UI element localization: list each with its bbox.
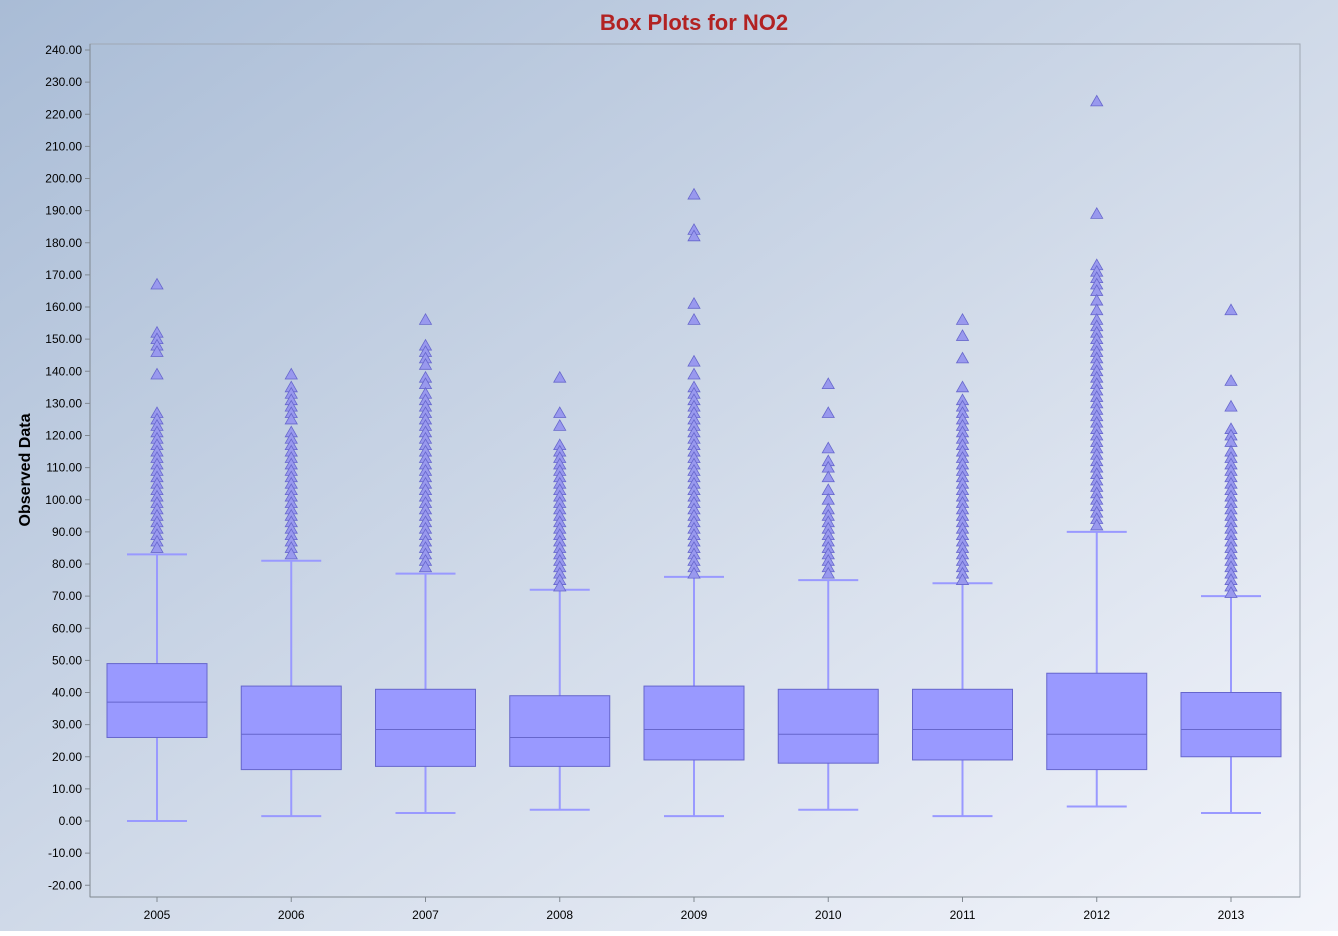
y-tick-label: 220.00 — [45, 107, 82, 121]
y-tick-label: 0.00 — [59, 814, 83, 828]
y-tick-label: 90.00 — [52, 525, 82, 539]
box-iqr — [644, 686, 744, 760]
y-tick-label: 230.00 — [45, 75, 82, 89]
y-tick-label: 180.00 — [45, 236, 82, 250]
y-tick-label: 130.00 — [45, 396, 82, 410]
x-tick-label: 2007 — [412, 908, 439, 922]
y-tick-label: 10.00 — [52, 782, 82, 796]
y-tick-label: 120.00 — [45, 429, 82, 443]
box-iqr — [241, 686, 341, 770]
x-tick-label: 2012 — [1083, 908, 1110, 922]
y-tick-label: 70.00 — [52, 589, 82, 603]
x-tick-label: 2008 — [546, 908, 573, 922]
chart-title: Box Plots for NO2 — [600, 10, 788, 35]
y-tick-label: 160.00 — [45, 300, 82, 314]
box-iqr — [1047, 673, 1147, 769]
box-iqr — [510, 696, 610, 767]
y-tick-label: 100.00 — [45, 493, 82, 507]
box-iqr — [376, 689, 476, 766]
y-tick-label: 150.00 — [45, 332, 82, 346]
x-tick-label: 2009 — [681, 908, 708, 922]
x-tick-label: 2010 — [815, 908, 842, 922]
box-iqr — [778, 689, 878, 763]
y-tick-label: 80.00 — [52, 557, 82, 571]
x-tick-label: 2011 — [950, 908, 976, 922]
x-tick-label: 2013 — [1218, 908, 1245, 922]
x-tick-label: 2005 — [144, 908, 171, 922]
y-tick-label: 210.00 — [45, 139, 82, 153]
y-tick-label: 140.00 — [45, 364, 82, 378]
x-tick-label: 2006 — [278, 908, 305, 922]
box-iqr — [913, 689, 1013, 760]
y-tick-label: -10.00 — [48, 846, 82, 860]
y-tick-label: 110.00 — [46, 461, 82, 475]
y-tick-label: 200.00 — [45, 172, 82, 186]
y-tick-label: 240.00 — [45, 43, 82, 57]
y-tick-label: -20.00 — [48, 878, 82, 892]
outliers — [420, 314, 432, 572]
y-tick-label: 30.00 — [52, 718, 82, 732]
box-iqr — [1181, 693, 1281, 757]
y-tick-label: 60.00 — [52, 621, 82, 635]
y-axis-label: Observed Data — [17, 413, 34, 526]
y-tick-label: 50.00 — [52, 653, 82, 667]
y-tick-label: 170.00 — [45, 268, 82, 282]
y-tick-label: 40.00 — [52, 686, 82, 700]
box-iqr — [107, 664, 207, 738]
y-tick-label: 20.00 — [52, 750, 82, 764]
y-tick-label: 190.00 — [45, 204, 82, 218]
